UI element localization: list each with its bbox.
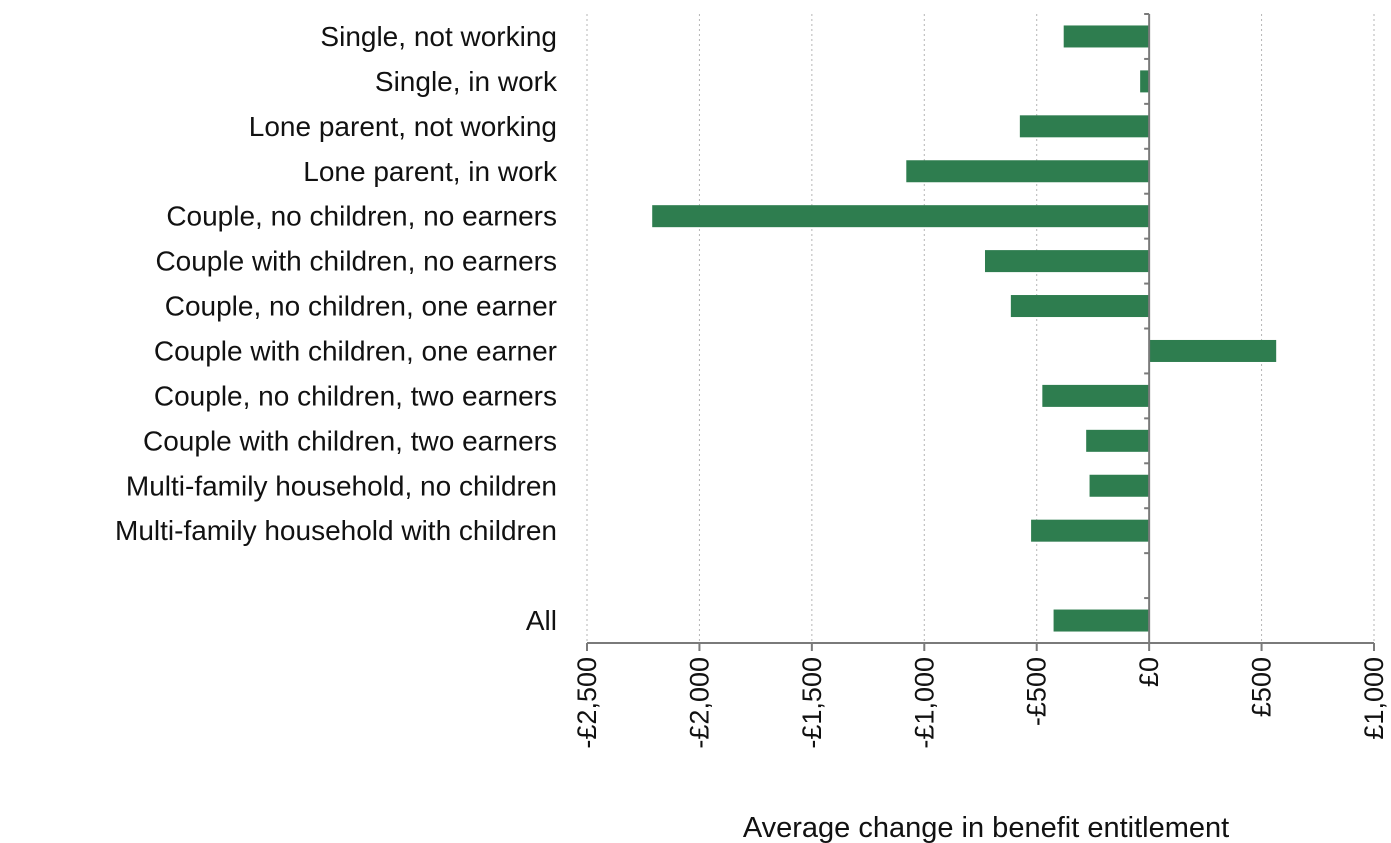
bar	[906, 160, 1150, 183]
bar	[1031, 519, 1150, 542]
gridlines	[586, 14, 1375, 643]
bar	[1042, 384, 1150, 407]
bar	[1063, 25, 1150, 48]
x-tick-label: -£2,500	[572, 657, 602, 749]
category-label: Couple, no children, no earners	[166, 201, 557, 232]
bar	[1149, 339, 1277, 362]
x-axis-title: Average change in benefit entitlement	[743, 812, 1229, 843]
bar	[1089, 474, 1150, 497]
x-tick-labels: -£2,500 -£2,000 -£1,500 -£1,000 -£500 £0 £500 £…	[572, 657, 1389, 749]
category-label: Couple with children, one earner	[154, 335, 557, 366]
category-label: Single, in work	[375, 66, 558, 97]
category-label: Lone parent, in work	[303, 156, 558, 187]
x-tick-label: -£1,500	[797, 657, 827, 749]
bar	[1019, 115, 1150, 138]
x-tick-label: -£2,000	[684, 657, 714, 749]
bar	[984, 250, 1150, 273]
x-tick-label: £500	[1247, 657, 1277, 717]
category-labels: Single, not working Single, in work Lone p…	[115, 21, 558, 636]
category-label: Couple, no children, one earner	[165, 291, 557, 322]
bar	[1010, 295, 1150, 318]
x-tick-label: -£1,000	[909, 657, 939, 749]
axes	[586, 13, 1375, 651]
bars	[652, 25, 1277, 632]
x-tick-label: £0	[1134, 657, 1164, 687]
category-label: All	[526, 605, 557, 636]
category-label: Couple with children, two earners	[143, 425, 557, 456]
bar	[1053, 609, 1150, 632]
category-label: Lone parent, not working	[249, 111, 557, 142]
x-tick-label: £1,000	[1359, 657, 1389, 740]
bar	[652, 205, 1150, 228]
category-label: Couple, no children, two earners	[154, 380, 557, 411]
bar	[1140, 70, 1150, 93]
category-label: Multi-family household with children	[115, 515, 557, 546]
category-label: Single, not working	[320, 21, 557, 52]
category-label: Couple with children, no earners	[155, 246, 557, 277]
bar	[1086, 429, 1150, 452]
x-tick-label: -£500	[1022, 657, 1052, 726]
category-label: Multi-family household, no children	[126, 470, 557, 501]
